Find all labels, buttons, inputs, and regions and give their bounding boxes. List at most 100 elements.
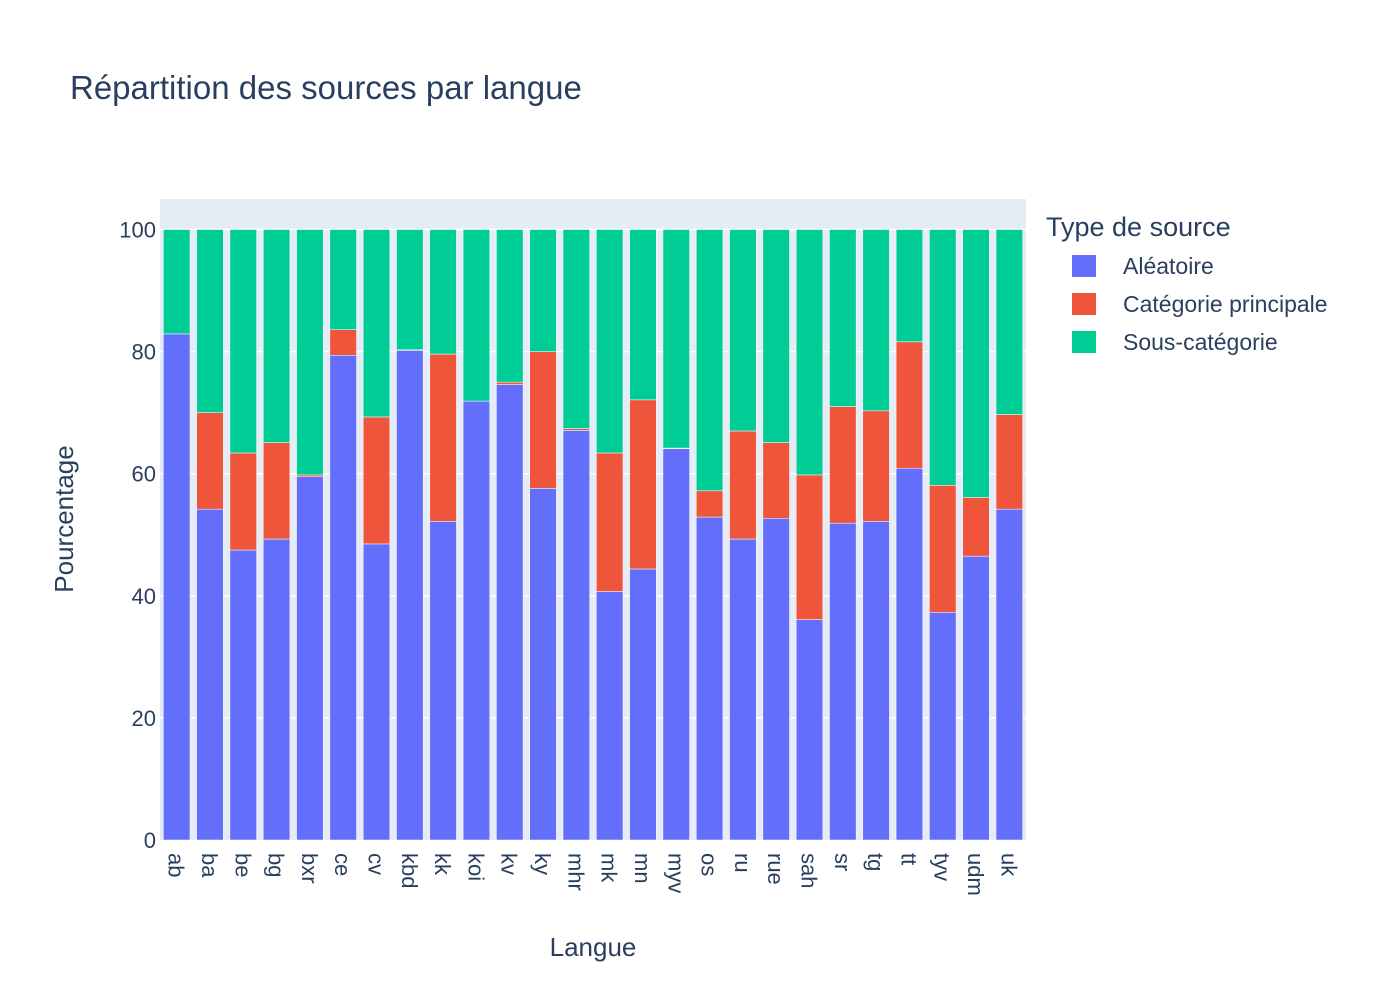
bar-segment [362,543,391,841]
bar-segment [196,508,224,841]
bar-segment [596,452,624,592]
x-tick-label: tyv [930,853,955,881]
bar-segment [229,229,257,454]
bar-segment [263,229,291,443]
bar-segment [462,229,490,402]
y-tick-label: 40 [132,584,156,609]
bar-segment [929,612,957,841]
x-tick-label: udm [963,853,988,896]
bar-segment [729,430,757,540]
x-tick-label: tg [863,853,888,871]
x-axis-label: Langue [550,932,637,962]
legend-swatch [1072,331,1096,353]
bar-segment [962,497,990,557]
x-tick-label: uk [996,853,1021,877]
bar-segment [362,416,391,545]
x-tick-labels: ab ba be bg bxr ce cv kbd kk koi kv ky mhr mk mn myv os r… [164,853,1022,896]
x-tick-label: ba [197,853,222,878]
bar-segment [662,229,690,449]
x-tick-label: bxr [297,853,322,884]
bar-segment [762,229,790,443]
y-tick-label: 20 [132,706,156,731]
bar-segment [795,229,824,476]
y-tick-label: 80 [132,340,156,365]
y-tick-label: 60 [132,462,156,487]
x-tick-label: ky [530,853,555,875]
bar-segment [329,355,357,841]
bar-segment [496,381,524,385]
x-tick-label: be [230,853,255,877]
bar-segment [762,442,790,519]
bar-segment [496,384,524,841]
x-tick-label: cv [364,853,389,875]
x-tick-label: ce [330,853,355,876]
bar-segment [995,414,1023,510]
bar-segment [696,516,724,841]
legend-title: Type de source [1046,212,1231,242]
bar-segment [862,521,890,841]
bar-segment [196,412,224,510]
chart-title: Répartition des sources par langue [70,69,582,106]
x-tick-label: mhr [563,853,588,891]
legend-swatch [1072,293,1096,315]
y-tick-labels: 0 20 40 60 80 100 [119,218,156,853]
bar-segment [429,521,457,841]
bars [163,229,1023,841]
bar-segment [895,341,923,469]
bar-segment [329,329,357,356]
bar-segment [795,619,824,841]
bar-segment [662,448,690,841]
x-tick-label: os [697,853,722,876]
bar-segment [229,452,257,551]
bar-segment [329,229,357,330]
bar-segment [396,229,424,351]
legend-items: Aléatoire Catégorie principale Sous-catégo… [1072,253,1328,355]
bar-segment [596,229,624,454]
bar-segment [829,406,857,524]
bar-segment [263,442,291,540]
bar-segment [229,549,257,841]
x-tick-label: kv [497,853,522,875]
x-tick-label: tt [896,853,921,865]
bar-segment [529,488,557,841]
bar-segment [962,229,990,498]
bar-segment [995,508,1023,841]
y-tick-label: 100 [119,218,156,243]
bar-segment [529,229,557,352]
bar-segment [296,476,324,841]
bar-segment [629,229,657,401]
bar-segment [895,229,923,343]
x-tick-label: bg [264,853,289,877]
x-tick-label: ru [730,853,755,873]
legend-label: Sous-catégorie [1123,329,1278,355]
bar-segment [729,538,757,841]
bar-segment [829,522,857,841]
bar-segment [462,400,490,841]
bar-segment [696,490,724,518]
bar-segment [629,399,657,570]
x-tick-label: kk [430,853,455,876]
y-tick-label: 0 [144,828,156,853]
bar-segment [429,229,457,355]
legend-swatch [1072,255,1096,277]
bar-segment [496,229,524,383]
bar-segment [795,474,824,620]
x-tick-label: koi [463,853,488,881]
bar-segment [829,229,857,407]
y-axis-label: Pourcentage [49,445,79,592]
x-tick-label: mk [597,853,622,883]
bar-segment [263,538,291,841]
bar-segment [296,474,324,478]
bar-segment [729,229,757,432]
bar-segment [862,229,890,412]
bar-segment [762,518,790,841]
bar-segment [862,410,890,522]
legend-label: Catégorie principale [1123,291,1328,317]
bar-segment [163,333,191,841]
x-tick-label: sah [797,853,822,888]
bar-segment [562,229,590,429]
x-tick-label: myv [663,853,688,893]
bar-segment [429,353,457,522]
